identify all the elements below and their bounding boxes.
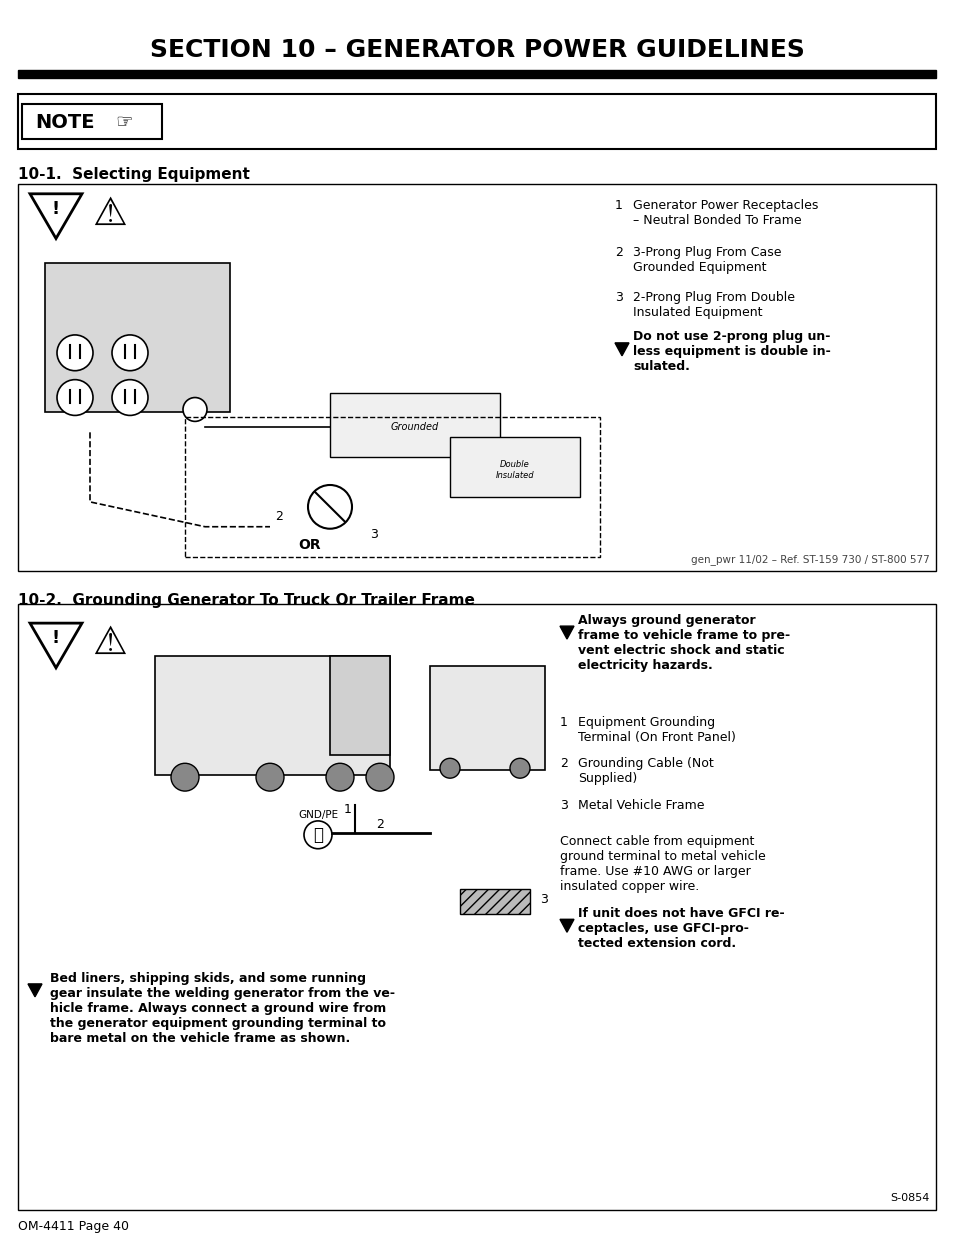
Text: ⚠: ⚠ <box>91 195 127 232</box>
Text: S-0854: S-0854 <box>890 1193 929 1203</box>
Text: ☞: ☞ <box>115 112 132 132</box>
Circle shape <box>510 758 530 778</box>
Circle shape <box>366 763 394 792</box>
Bar <box>185 417 599 557</box>
Text: Bed liners, shipping skids, and some running
gear insulate the welding generator: Bed liners, shipping skids, and some run… <box>50 972 395 1045</box>
Text: 2: 2 <box>375 818 383 831</box>
Text: 10-1.  Selecting Equipment: 10-1. Selecting Equipment <box>18 167 250 182</box>
Text: Double
Insulated: Double Insulated <box>496 461 534 479</box>
Bar <box>459 889 530 914</box>
Text: 10-2.  Grounding Generator To Truck Or Trailer Frame: 10-2. Grounding Generator To Truck Or Tr… <box>18 593 475 609</box>
Polygon shape <box>559 626 574 638</box>
Text: If unit does not have GFCI re-
ceptacles, use GFCI-pro-
tected extension cord.: If unit does not have GFCI re- ceptacles… <box>578 908 783 951</box>
Polygon shape <box>559 919 574 932</box>
Bar <box>330 393 499 457</box>
Text: OR: OR <box>298 537 321 552</box>
Text: 1: 1 <box>559 715 567 729</box>
Bar <box>45 263 230 412</box>
Text: Connect cable from equipment
ground terminal to metal vehicle
frame. Use #10 AWG: Connect cable from equipment ground term… <box>559 835 765 893</box>
Circle shape <box>439 758 459 778</box>
Text: 3: 3 <box>559 799 567 813</box>
Text: OM-4411 Page 40: OM-4411 Page 40 <box>18 1220 129 1234</box>
Polygon shape <box>30 194 82 238</box>
Text: Grounding Cable (Not
Supplied): Grounding Cable (Not Supplied) <box>578 757 713 785</box>
Text: 2-Prong Plug From Double
Insulated Equipment: 2-Prong Plug From Double Insulated Equip… <box>633 291 794 319</box>
Circle shape <box>57 335 92 370</box>
Bar <box>18 94 935 149</box>
Bar <box>330 656 390 756</box>
Circle shape <box>112 335 148 370</box>
Text: Grounded: Grounded <box>391 422 438 432</box>
Bar <box>430 666 544 771</box>
Text: !: ! <box>51 629 60 647</box>
Polygon shape <box>615 343 628 356</box>
Text: 3: 3 <box>539 893 547 906</box>
Circle shape <box>326 763 354 792</box>
Circle shape <box>112 379 148 415</box>
Text: 2: 2 <box>615 247 622 259</box>
Text: Always ground generator
frame to vehicle frame to pre-
vent electric shock and s: Always ground generator frame to vehicle… <box>578 614 789 672</box>
Text: Generator Power Receptacles
– Neutral Bonded To Frame: Generator Power Receptacles – Neutral Bo… <box>633 199 818 227</box>
Circle shape <box>57 379 92 415</box>
Polygon shape <box>30 624 82 668</box>
Text: 1: 1 <box>344 803 352 816</box>
Bar <box>154 656 390 776</box>
Circle shape <box>255 763 284 792</box>
Text: 3-Prong Plug From Case
Grounded Equipment: 3-Prong Plug From Case Grounded Equipmen… <box>633 247 781 274</box>
Text: Equipment Grounding
Terminal (On Front Panel): Equipment Grounding Terminal (On Front P… <box>578 715 735 743</box>
Bar <box>22 104 162 140</box>
Text: GND/PE: GND/PE <box>297 810 337 820</box>
Bar <box>450 437 579 496</box>
Text: NOTE: NOTE <box>35 112 94 132</box>
Text: 2: 2 <box>274 510 283 524</box>
Circle shape <box>183 398 207 421</box>
Text: 3: 3 <box>615 291 622 304</box>
Bar <box>18 604 935 1210</box>
Bar <box>18 184 935 572</box>
Text: 3: 3 <box>370 529 377 541</box>
Text: !: ! <box>51 200 60 217</box>
Text: ⏚: ⏚ <box>313 826 323 844</box>
Text: Metal Vehicle Frame: Metal Vehicle Frame <box>578 799 703 813</box>
Text: SECTION 10 – GENERATOR POWER GUIDELINES: SECTION 10 – GENERATOR POWER GUIDELINES <box>150 38 803 62</box>
Text: gen_pwr 11/02 – Ref. ST-159 730 / ST-800 577: gen_pwr 11/02 – Ref. ST-159 730 / ST-800… <box>691 555 929 566</box>
Bar <box>18 69 935 78</box>
Text: ⚠: ⚠ <box>91 624 127 662</box>
Text: 2: 2 <box>559 757 567 771</box>
Polygon shape <box>28 984 42 997</box>
Text: Do not use 2-prong plug un-
less equipment is double in-
sulated.: Do not use 2-prong plug un- less equipme… <box>633 330 830 373</box>
Text: 1: 1 <box>615 199 622 211</box>
Circle shape <box>171 763 199 792</box>
